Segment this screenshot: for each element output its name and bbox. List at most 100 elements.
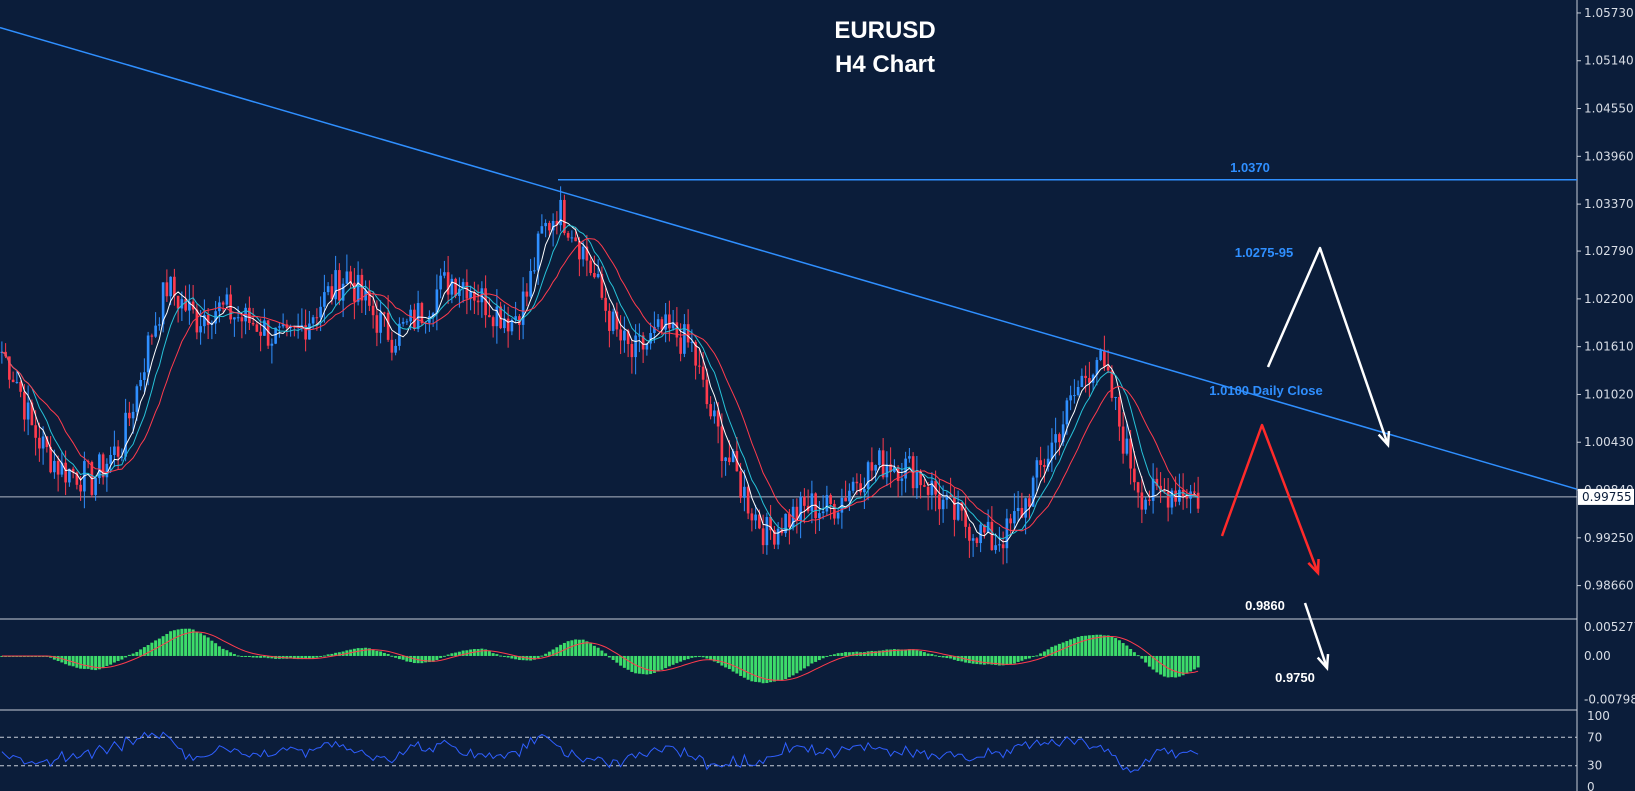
- candle-body: [461, 282, 465, 289]
- candle-body: [548, 222, 551, 231]
- macd-bar: [780, 655, 784, 681]
- price-tick-label: 1.02200: [1584, 292, 1634, 306]
- price-tick-label: 1.03370: [1584, 197, 1634, 211]
- candle-body: [1151, 478, 1155, 501]
- candle-body: [34, 425, 37, 438]
- macd-bar: [701, 655, 705, 658]
- candle-body: [338, 270, 341, 301]
- candle-body: [1133, 468, 1136, 483]
- macd-bar: [589, 643, 593, 656]
- candle-body: [563, 199, 566, 234]
- candle-body: [589, 260, 592, 273]
- macd-tick-label: 0.00: [1584, 649, 1611, 663]
- macd-bar: [532, 655, 536, 660]
- macd-bar: [1050, 646, 1054, 656]
- candle-body: [203, 314, 206, 327]
- macd-bar: [709, 655, 713, 660]
- macd-bar: [356, 648, 360, 656]
- candle-body: [705, 379, 709, 405]
- candle-body: [600, 273, 604, 298]
- macd-bar: [139, 649, 143, 656]
- candle-body: [323, 292, 326, 307]
- macd-bar: [135, 651, 139, 656]
- candle-body: [1039, 460, 1042, 465]
- candle-body: [416, 303, 420, 329]
- macd-bar: [289, 655, 293, 659]
- candle-body: [199, 326, 202, 333]
- candle-body: [394, 345, 397, 353]
- candle-body: [45, 436, 49, 448]
- candle-body: [964, 510, 967, 527]
- candle-body: [885, 464, 889, 478]
- candle-body: [1170, 490, 1174, 508]
- macd-bar: [405, 655, 409, 662]
- level-label-0-9860: 0.9860: [1245, 598, 1285, 613]
- candle-body: [105, 463, 109, 478]
- candle-body: [409, 309, 412, 322]
- macd-bar: [574, 639, 578, 656]
- macd-bar: [840, 652, 844, 656]
- candle-body: [728, 457, 731, 463]
- candle-body: [266, 320, 270, 346]
- macd-bar: [1140, 655, 1144, 659]
- candle-body: [139, 379, 142, 387]
- candle-body: [739, 471, 742, 498]
- price-tick-label: 0.98660: [1584, 579, 1634, 593]
- macd-bar: [742, 655, 746, 678]
- candle-body: [536, 233, 540, 271]
- candle-body: [431, 313, 435, 317]
- candle-body: [413, 309, 416, 329]
- candle-body: [893, 466, 896, 472]
- macd-bar: [817, 655, 821, 661]
- macd-bar: [1080, 635, 1084, 656]
- candle-body: [308, 323, 311, 340]
- macd-bar: [1174, 655, 1178, 678]
- macd-bar: [997, 655, 1001, 666]
- candle-body: [660, 319, 664, 330]
- candle-body: [15, 381, 19, 383]
- macd-bar: [765, 655, 769, 684]
- candle-body: [26, 402, 30, 420]
- candle-body: [1058, 434, 1061, 443]
- candle-body: [908, 456, 911, 459]
- macd-bar: [750, 655, 754, 682]
- macd-bar: [536, 655, 540, 658]
- candle-body: [23, 391, 26, 420]
- macd-bar: [176, 629, 180, 656]
- candle-body: [124, 412, 127, 457]
- price-tick-label: 1.04550: [1584, 102, 1634, 116]
- candle-body: [188, 301, 191, 311]
- candle-body: [1099, 350, 1102, 361]
- macd-bar: [675, 655, 679, 664]
- candle-body: [143, 372, 146, 380]
- candle-body: [60, 462, 64, 475]
- candle-body: [623, 330, 626, 341]
- macd-bar: [247, 655, 251, 658]
- candle-body: [1118, 396, 1121, 427]
- candle-body: [544, 222, 547, 227]
- macd-bar: [124, 655, 128, 658]
- candle-body: [311, 317, 315, 324]
- macd-bar: [986, 655, 990, 665]
- candle-body: [263, 320, 266, 336]
- candle-body: [634, 335, 637, 358]
- macd-bar: [581, 639, 585, 656]
- macd-bar: [551, 649, 555, 656]
- candle-body: [281, 324, 285, 327]
- candle-body: [915, 471, 919, 489]
- candle-body: [956, 502, 960, 520]
- macd-bar: [1181, 655, 1185, 676]
- candle-body: [1084, 375, 1087, 379]
- candle-body: [1136, 482, 1140, 493]
- macd-bar: [806, 655, 810, 667]
- candle-body: [941, 499, 945, 510]
- macd-bar: [772, 655, 776, 682]
- macd-bar: [1196, 655, 1200, 668]
- candle-body: [180, 299, 184, 309]
- candle-body: [968, 526, 971, 541]
- macd-bar: [735, 655, 739, 674]
- red-scenario-arrow: [1220, 423, 1320, 574]
- macd-bar: [592, 645, 596, 656]
- macd-bar: [427, 655, 431, 663]
